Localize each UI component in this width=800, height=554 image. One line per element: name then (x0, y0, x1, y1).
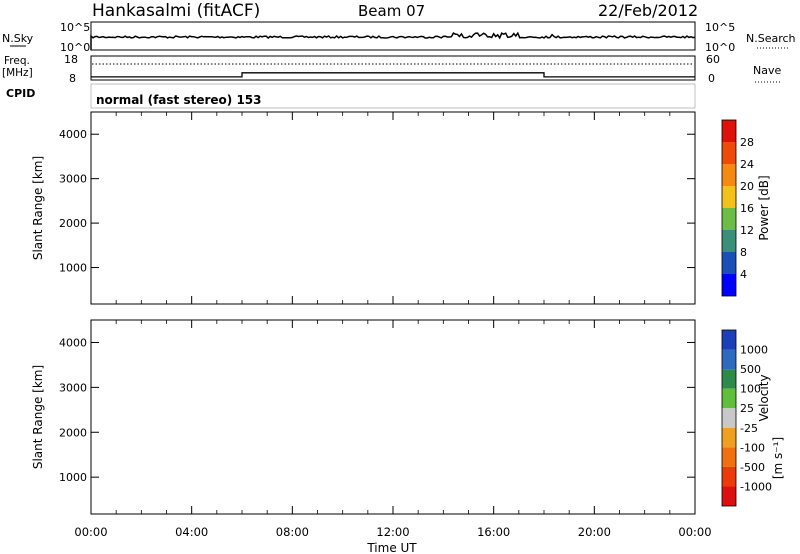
frequency-panel: Freq. [MHz] 18 8 60 0 Nave (2, 53, 781, 85)
noise-left-label: N.Sky (2, 32, 34, 45)
date-title: 22/Feb/2012 (598, 1, 698, 20)
power-cbar-seg-2 (722, 230, 736, 252)
cpid-label: CPID (6, 87, 35, 100)
power-cbar-seg-4 (722, 186, 736, 208)
power-cbar-tick-0: 4 (740, 268, 747, 281)
power-cbar-seg-7 (722, 120, 736, 142)
power-cbar-tick-4: 20 (740, 180, 754, 193)
noise-right-tick-top: 10^5 (705, 21, 735, 34)
noise-right-tick-bottom: 10^0 (705, 41, 735, 54)
power-cbar-seg-5 (722, 164, 736, 186)
power-cbar-tick-3: 16 (740, 202, 754, 215)
cpid-panel: CPID normal (fast stereo) 153 (6, 83, 696, 109)
cpid-text: normal (fast stereo) 153 (96, 93, 262, 107)
nave-label: Nave (753, 64, 781, 77)
noise-right-label: N.Search (746, 32, 796, 45)
power-cbar-seg-1 (722, 252, 736, 274)
power-cbar-seg-3 (722, 208, 736, 230)
power-cbar-tick-5: 24 (740, 158, 754, 171)
power-ylabel: Slant Range [km] (31, 156, 45, 260)
noise-panel: N.Sky 10^5 10^0 10^5 10^0 N.Search (2, 21, 796, 54)
noise-left-tick-top: 10^5 (60, 21, 90, 34)
freq-left-units: [MHz] (2, 67, 33, 79)
power-ytick-label-1: 2000 (59, 217, 87, 230)
freq-left-tick-top: 18 (64, 53, 78, 66)
power-colorbar: 4 8 12 16 20 24 28 (721, 119, 754, 297)
power-cbar-tick-6: 28 (740, 136, 754, 149)
power-cbar-label: Power [dB] (757, 175, 771, 240)
power-ytick-label-2: 3000 (59, 173, 87, 186)
freq-right-tick-top: 60 (706, 53, 720, 66)
power-cbar-tick-2: 12 (740, 224, 754, 237)
power-cbar-tick-1: 8 (740, 246, 747, 259)
power-cbar-seg-6 (722, 142, 736, 164)
freq-left-tick-bottom: 8 (69, 72, 76, 85)
power-y-axis: 1000 2000 3000 4000 (59, 128, 695, 275)
freq-right-tick-bottom: 0 (708, 72, 715, 85)
noise-left-tick-bottom: 10^0 (60, 41, 90, 54)
power-panel: 1000 2000 3000 4000 Slant Range [km] 4 8 12 16… (31, 111, 771, 305)
beam-title: Beam 07 (358, 2, 425, 20)
station-title: Hankasalmi (fitACF) (92, 1, 260, 21)
noise-sky-line (90, 31, 696, 50)
freq-left-label: Freq. (4, 55, 30, 67)
power-cbar-seg-0 (722, 274, 736, 296)
power-ytick-label-0: 1000 (59, 262, 87, 275)
power-ytick-label-3: 4000 (59, 128, 87, 141)
frequency-line (91, 72, 695, 78)
